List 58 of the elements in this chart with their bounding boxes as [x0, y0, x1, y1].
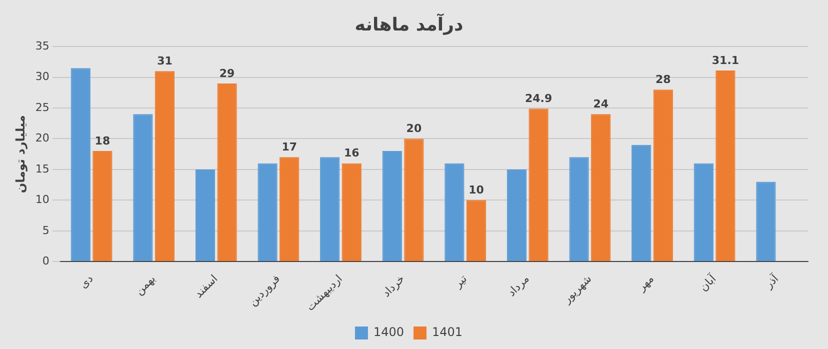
- x-tick-label: آبان: [696, 270, 720, 294]
- data-label: 20: [406, 122, 422, 136]
- data-label: 24: [593, 98, 609, 111]
- bar: [756, 182, 776, 262]
- x-tick-label: بهمن: [132, 272, 158, 298]
- x-tick-label: شهریور: [560, 272, 594, 306]
- bar: [320, 157, 340, 262]
- x-tick-label: تیر: [450, 272, 470, 291]
- bar: [466, 200, 486, 262]
- y-tick-label: 15: [35, 162, 50, 176]
- x-tick-label: فروردین: [246, 272, 283, 308]
- bar: [716, 70, 736, 262]
- x-tick-label: دی: [76, 272, 96, 291]
- data-label: 16: [344, 146, 360, 160]
- bar: [92, 151, 112, 262]
- bar: [70, 68, 90, 262]
- bar: [404, 138, 424, 262]
- bar: [632, 144, 652, 262]
- x-tick-label: مرداد: [505, 272, 532, 299]
- bar: [280, 157, 300, 262]
- bar: [591, 114, 611, 262]
- y-tick-label: 35: [35, 39, 50, 52]
- data-label: 18: [94, 134, 110, 148]
- y-tick-label: 10: [35, 193, 50, 206]
- x-tick-label: خرداد: [380, 272, 408, 300]
- bar: [569, 157, 589, 262]
- data-label: 29: [219, 66, 235, 80]
- y-tick-label: 20: [35, 132, 50, 145]
- bar: [195, 169, 216, 262]
- y-tick-label: 25: [35, 100, 50, 114]
- bar: [258, 163, 278, 262]
- bar: [444, 163, 464, 262]
- bar: [506, 169, 527, 262]
- x-tick-label: اردیبهشت: [304, 272, 345, 314]
- bar: [133, 114, 153, 262]
- data-label: 31.1: [712, 54, 740, 67]
- y-tick-label: 0: [42, 254, 50, 268]
- bar: [653, 90, 673, 262]
- bar: [382, 151, 402, 262]
- data-label: 31: [157, 54, 172, 68]
- legend-label: 1400: [373, 325, 404, 340]
- data-label: 17: [282, 140, 298, 154]
- x-tick-label: آذر: [760, 270, 782, 292]
- y-axis-title: میلیارد تومان: [13, 115, 28, 194]
- bar: [342, 163, 362, 262]
- bar: [528, 108, 548, 262]
- x-tick-label: مهر: [634, 272, 656, 294]
- data-label: 28: [655, 72, 671, 86]
- bar: [694, 163, 714, 262]
- data-label: 24.9: [524, 92, 552, 106]
- x-tick-label: اسفند: [192, 272, 220, 300]
- bar: [217, 83, 237, 262]
- y-tick-label: 5: [42, 224, 50, 237]
- bar: [154, 71, 175, 262]
- data-label: 10: [468, 184, 484, 197]
- legend-label: 1401: [432, 325, 463, 340]
- chart-title: درآمد ماهانه: [354, 12, 464, 36]
- y-tick-label: 30: [35, 70, 50, 84]
